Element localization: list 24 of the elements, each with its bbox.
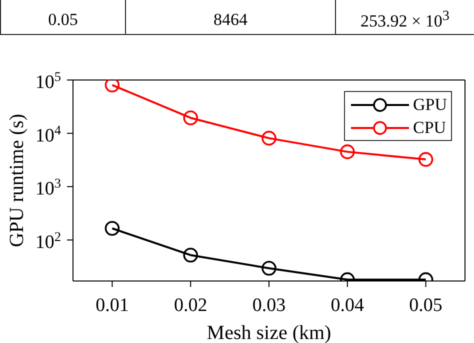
x-axis-title: Mesh size (km) [206, 322, 332, 343]
text: 8464 [214, 10, 248, 29]
point [183, 110, 198, 126]
x-tick-label: 0.02 [174, 295, 208, 316]
legend-label: GPU [412, 94, 447, 114]
point [183, 248, 198, 263]
y-axis-title: GPU runtime (s) [6, 114, 28, 248]
y-tick-label: 10$^{5}$ [35, 68, 62, 93]
y-tick-label: 10$^{2}$ [35, 228, 61, 253]
x-tick-label: 0.03 [252, 295, 286, 316]
x-tick-label: 0.04 [330, 295, 365, 316]
point [104, 80, 120, 92]
legend-label: CPU [412, 118, 446, 138]
y-tick-label: 10$^{3}$ [35, 175, 62, 200]
point [262, 130, 276, 146]
x-tick-label: 0.05 [409, 295, 442, 316]
text: 0.05 [48, 10, 78, 29]
x-tick-label: 0.01 [96, 295, 129, 316]
point [104, 220, 120, 236]
text: 253.92 × 10$^{3}$ [360, 8, 450, 31]
point [418, 152, 434, 167]
point [262, 260, 276, 276]
point [340, 144, 355, 160]
y-tick-label: 10$^{4}$ [35, 122, 62, 146]
